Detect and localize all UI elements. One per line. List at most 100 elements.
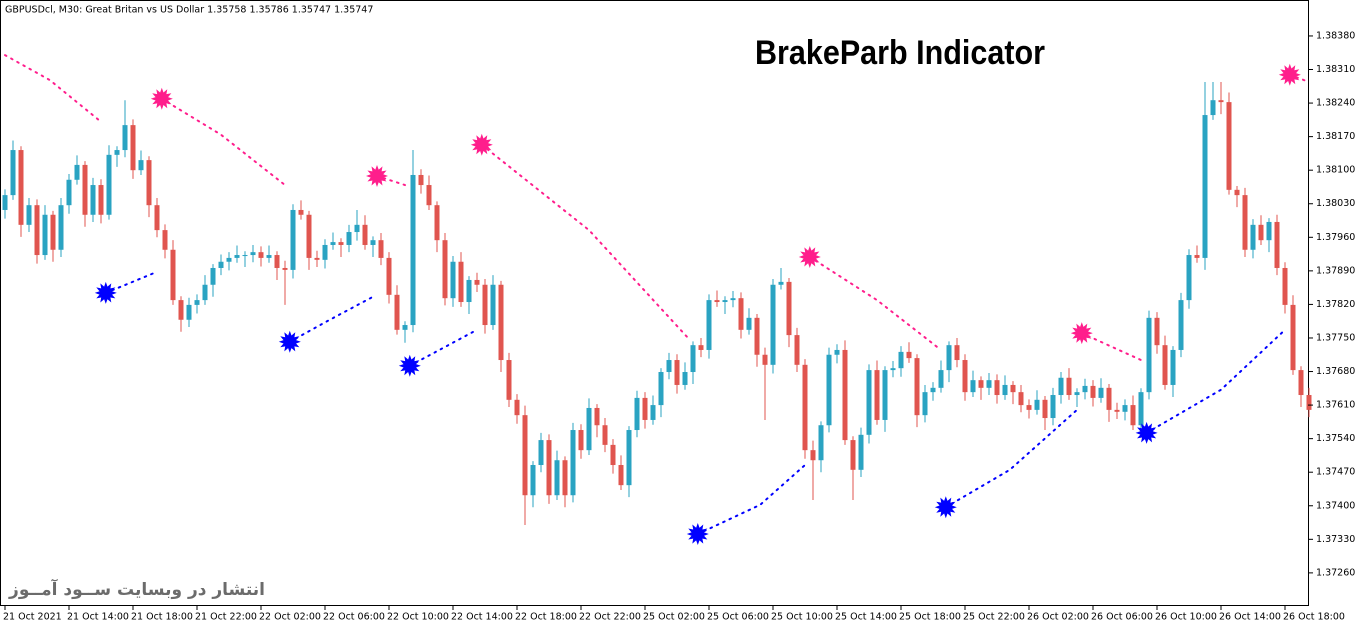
indicator-star [94, 281, 117, 304]
candle-body [834, 349, 840, 355]
candle-body [954, 345, 960, 361]
indicator-line [944, 408, 1078, 509]
candle-body [370, 240, 376, 245]
y-tick-label: 1.37890 [1316, 265, 1355, 276]
candle-body [826, 354, 832, 426]
candle-body [730, 298, 736, 301]
candle-body [146, 160, 152, 206]
candle-body [674, 360, 680, 385]
candle-body [1114, 409, 1120, 412]
candle-body [842, 349, 848, 441]
x-tick-label: 22 Oct 02:00 [259, 612, 321, 623]
candle-body [1106, 387, 1112, 410]
candle-body [1162, 345, 1168, 385]
candle-body [666, 360, 672, 373]
x-tick-label: 25 Oct 22:00 [963, 612, 1025, 623]
x-tick-label: 26 Oct 14:00 [1219, 612, 1281, 623]
candle-body [1018, 392, 1024, 406]
candle-body [210, 267, 216, 285]
candle-body [578, 430, 584, 451]
indicator-line [696, 464, 806, 536]
y-tick-label: 1.37400 [1316, 500, 1355, 511]
candle-body [266, 255, 272, 258]
y-tick-label: 1.38170 [1316, 131, 1355, 142]
candle-body [1042, 399, 1048, 419]
candle-body [402, 325, 408, 330]
candle-body [250, 252, 256, 256]
candle-body [546, 440, 552, 496]
candle-body [1002, 384, 1008, 396]
candle-body [874, 370, 880, 420]
candle-body [106, 154, 112, 215]
candle-body [482, 284, 488, 326]
candle-body [378, 240, 384, 258]
x-tick-label: 25 Oct 06:00 [707, 612, 769, 623]
indicator-star [934, 496, 957, 519]
candle-body [554, 460, 560, 496]
candle-body [354, 224, 360, 233]
candle-body [1026, 405, 1032, 410]
candle-body [66, 179, 72, 206]
candle-body [602, 425, 608, 445]
candle-body [450, 261, 456, 299]
candle-body [882, 370, 888, 420]
candle-body [962, 360, 968, 393]
candle-body [466, 279, 472, 303]
candle-body [122, 125, 128, 151]
candle-body [1282, 267, 1288, 305]
candle-body [1258, 224, 1264, 241]
candle-body [1250, 224, 1256, 250]
candle-body [722, 300, 728, 303]
candle-body [1130, 405, 1136, 426]
indicator-line [1145, 328, 1286, 434]
candle-body [418, 174, 424, 186]
candle-body [58, 205, 64, 250]
candle-body [2, 195, 8, 210]
candle-body [474, 279, 480, 285]
x-tick-label: 21 Oct 22:00 [195, 612, 257, 623]
indicator-line [376, 174, 406, 187]
candle-body [506, 360, 512, 400]
y-tick-label: 1.37960 [1316, 232, 1355, 243]
candle-body [10, 150, 16, 196]
candle-body [658, 372, 664, 406]
candle-body [138, 160, 144, 171]
x-tick-label: 26 Oct 02:00 [1027, 612, 1089, 623]
candle-body [778, 281, 784, 285]
candle-body [866, 370, 872, 435]
candle-body [1146, 317, 1152, 393]
candle-body [1266, 221, 1272, 241]
candle-body [682, 372, 688, 385]
x-tick-label: 21 Oct 18:00 [131, 612, 193, 623]
candle-body [498, 284, 504, 361]
candle-body [202, 284, 208, 301]
candle-body [1138, 392, 1144, 426]
candle-body [698, 345, 704, 350]
candle-body [930, 387, 936, 393]
candle-body [290, 209, 296, 270]
y-tick-label: 1.37610 [1316, 400, 1355, 411]
candle-body [154, 205, 160, 231]
y-tick-label: 1.37470 [1316, 467, 1355, 478]
candle-body [274, 255, 280, 268]
candle-body [986, 380, 992, 388]
candle-body [1098, 387, 1104, 398]
y-tick-label: 1.37680 [1316, 366, 1355, 377]
candle-body [850, 440, 856, 470]
candle-body [346, 232, 352, 245]
candle-body [914, 358, 920, 416]
candle-body [610, 444, 616, 466]
candle-body [1306, 395, 1312, 410]
candle-body [114, 150, 120, 155]
indicator-star [398, 354, 421, 377]
candle-body [938, 370, 944, 388]
candle-body [434, 205, 440, 241]
y-tick-label: 1.38100 [1316, 165, 1355, 176]
candle-body [746, 317, 752, 330]
x-tick-label: 22 Oct 14:00 [451, 612, 513, 623]
candle-body [298, 209, 304, 215]
y-tick-label: 1.37540 [1316, 433, 1355, 444]
candle-body [1194, 255, 1200, 258]
indicator-star [470, 133, 493, 156]
x-tick-label: 21 Oct 2021 [3, 612, 62, 623]
